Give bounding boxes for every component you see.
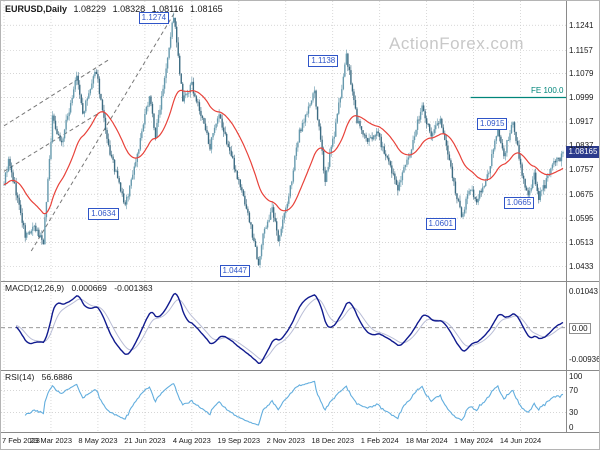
date-axis-label: 8 May 2023 [78, 436, 118, 445]
rsi-name: RSI(14) [5, 372, 35, 382]
ohlc-open: 1.08229 [73, 4, 107, 14]
rsi-value: 56.6886 [41, 372, 73, 382]
price-axis-tick: 1.0837 [569, 141, 594, 151]
rsi-axis-tick: 100 [569, 371, 583, 381]
price-axis-tick: 1.0917 [569, 117, 594, 127]
price-axis-tick: 1.0513 [569, 238, 594, 248]
macd-axis-tick: -0.00936 [569, 354, 600, 364]
price-axis-tick: 1.0675 [569, 189, 594, 199]
rsi-axis-tick: 30 [569, 408, 578, 417]
date-axis-label: 21 Jun 2023 [124, 436, 166, 445]
date-axis-label: 1 May 2024 [454, 436, 494, 445]
price-callout: 1.0634 [88, 207, 119, 220]
date-axis-label: 4 Aug 2023 [172, 436, 211, 445]
chart-title-ohlc: EURUSD,Daily 1.08229 1.08328 1.08116 1.0… [5, 4, 227, 14]
ohlc-low: 1.08116 [151, 4, 184, 14]
price-axis-tick: 1.0595 [569, 213, 594, 223]
macd-axis-tick: 0.01043 [569, 287, 598, 297]
ohlc-high: 1.08328 [112, 4, 146, 14]
date-axis-label: 1 Feb 2024 [360, 436, 399, 445]
macd-name: MACD(12,26,9) [5, 283, 65, 293]
price-axis-tick: 1.1241 [569, 20, 594, 30]
date-axis-label: 14 Jun 2024 [499, 436, 542, 445]
price-callout: 1.1274 [138, 12, 170, 25]
date-axis-label: 7 Feb 2023 [2, 436, 40, 445]
macd-indicator-label: MACD(12,26,9) 0.000669 -0.001363 [5, 283, 158, 293]
fibonacci-extension-label: FE 100.0 [531, 86, 564, 96]
symbol-timeframe: EURUSD,Daily [5, 4, 68, 14]
watermark: ActionForex.com [389, 34, 525, 53]
price-callout: 1.1138 [308, 54, 339, 67]
price-axis-tick: 1.1157 [569, 45, 593, 55]
price-callout: 1.0665 [503, 197, 535, 210]
macd-axis-tick: 0.00 [569, 322, 591, 334]
date-axis-label: 2 Nov 2023 [266, 436, 305, 445]
price-callout: 1.0447 [219, 265, 250, 278]
price-axis-tick: 1.1079 [569, 69, 594, 79]
date-axis-label: 19 Sep 2023 [217, 436, 261, 445]
rsi-axis-tick: 70 [569, 386, 578, 395]
date-axis-label: 23 Mar 2023 [29, 436, 73, 445]
date-axis-label: 18 Dec 2023 [311, 436, 355, 445]
date-axis-label: 18 Mar 2024 [405, 436, 448, 445]
ohlc-close: 1.08165 [190, 4, 223, 14]
rsi-indicator-label: RSI(14) 56.6886 [5, 372, 77, 382]
price-callout: 1.0915 [477, 117, 508, 130]
macd-value-signal: -0.001363 [114, 283, 153, 293]
macd-value-main: 0.000669 [71, 283, 107, 293]
rsi-axis-tick: 0 [569, 422, 574, 432]
price-axis-tick: 1.0999 [569, 92, 594, 102]
current-price-tag: 1.08165 [566, 146, 599, 158]
price-axis-tick: 1.0757 [569, 165, 594, 175]
price-axis-tick: 1.0433 [569, 262, 594, 272]
price-callout: 1.0601 [425, 218, 456, 231]
